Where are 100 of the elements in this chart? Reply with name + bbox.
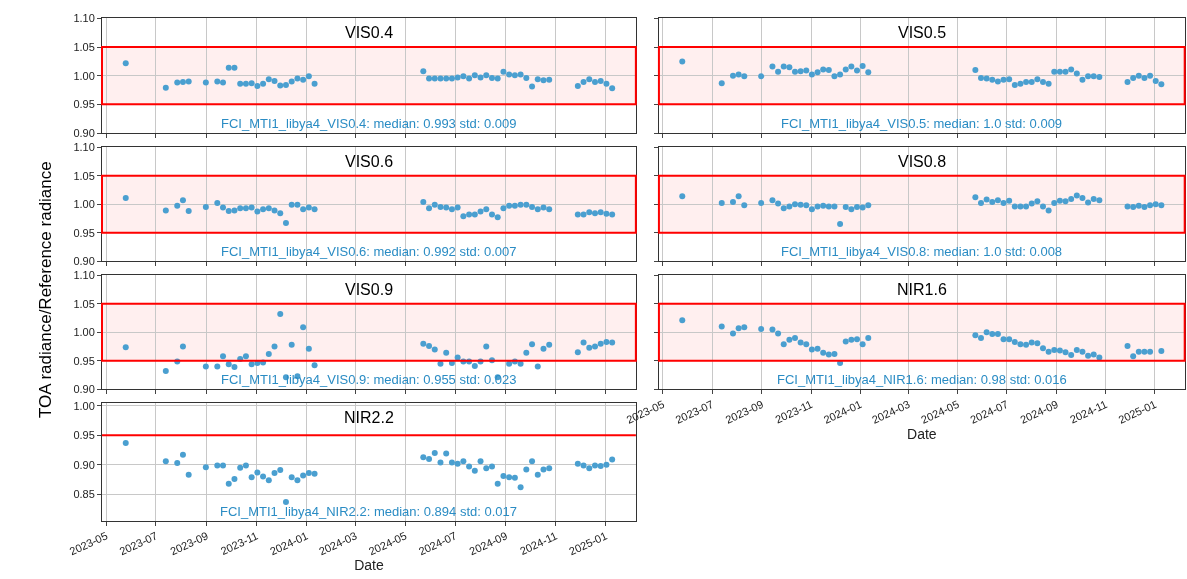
point bbox=[483, 343, 490, 350]
point bbox=[580, 462, 587, 469]
point bbox=[679, 317, 686, 324]
point bbox=[859, 204, 866, 211]
point bbox=[983, 196, 990, 203]
point bbox=[586, 76, 593, 83]
point bbox=[231, 64, 238, 71]
point bbox=[972, 194, 979, 201]
point bbox=[603, 461, 610, 468]
point bbox=[609, 85, 616, 92]
point bbox=[848, 336, 855, 343]
point bbox=[1023, 79, 1030, 86]
point bbox=[311, 362, 318, 369]
point bbox=[454, 204, 461, 211]
point bbox=[454, 74, 461, 81]
point bbox=[500, 205, 507, 212]
point bbox=[1073, 70, 1080, 77]
x-axis-title: Date bbox=[907, 425, 937, 442]
point bbox=[1147, 202, 1154, 209]
chart-title: VIS0.9 bbox=[345, 281, 394, 298]
point bbox=[271, 207, 278, 214]
point bbox=[718, 200, 725, 207]
point bbox=[825, 203, 832, 210]
point bbox=[1141, 348, 1148, 355]
point bbox=[288, 201, 295, 208]
point bbox=[529, 83, 536, 90]
point bbox=[1124, 79, 1131, 86]
point bbox=[443, 349, 450, 356]
point bbox=[1068, 196, 1075, 203]
point bbox=[288, 474, 295, 481]
point bbox=[214, 363, 221, 370]
point bbox=[1034, 198, 1041, 205]
point bbox=[248, 361, 255, 368]
point bbox=[248, 474, 255, 481]
point bbox=[1085, 73, 1092, 80]
point bbox=[511, 202, 518, 209]
point bbox=[122, 344, 129, 351]
point bbox=[580, 79, 587, 86]
point bbox=[609, 456, 616, 463]
point bbox=[494, 214, 501, 221]
point bbox=[574, 83, 581, 90]
point bbox=[185, 471, 192, 478]
point bbox=[471, 211, 478, 218]
point bbox=[431, 346, 438, 353]
point bbox=[1011, 339, 1018, 345]
point bbox=[426, 342, 433, 349]
point bbox=[162, 368, 169, 375]
point bbox=[1006, 197, 1013, 204]
point bbox=[775, 68, 782, 75]
point bbox=[1130, 204, 1137, 211]
point bbox=[1124, 342, 1131, 349]
point bbox=[842, 338, 849, 345]
point bbox=[294, 477, 301, 484]
point bbox=[185, 208, 192, 214]
point bbox=[1023, 203, 1030, 210]
point bbox=[780, 205, 787, 212]
point bbox=[265, 350, 272, 357]
point bbox=[842, 204, 849, 211]
point bbox=[741, 324, 748, 331]
point bbox=[546, 341, 553, 348]
annotation: FCI_MTI1_libya4_VIS0.5: median: 1.0 std: 0.009 bbox=[781, 116, 1063, 131]
point bbox=[471, 467, 478, 474]
point bbox=[1096, 197, 1103, 204]
point bbox=[1073, 192, 1080, 199]
point bbox=[254, 83, 261, 90]
point bbox=[305, 204, 312, 211]
point bbox=[1023, 341, 1030, 348]
point bbox=[546, 465, 553, 472]
point bbox=[305, 73, 312, 80]
point bbox=[460, 213, 467, 220]
point bbox=[174, 202, 181, 209]
point bbox=[420, 340, 427, 347]
point bbox=[1006, 336, 1013, 343]
point bbox=[1085, 199, 1092, 206]
point bbox=[1000, 200, 1007, 207]
y-tick-label: 1.00 bbox=[73, 399, 95, 412]
point bbox=[202, 204, 209, 211]
point bbox=[1152, 201, 1159, 208]
point bbox=[529, 341, 536, 348]
point bbox=[1130, 353, 1137, 360]
point bbox=[420, 454, 427, 461]
point bbox=[989, 76, 996, 83]
point bbox=[854, 336, 860, 343]
point bbox=[294, 201, 301, 208]
point bbox=[679, 193, 686, 200]
point bbox=[741, 202, 748, 209]
point bbox=[1045, 348, 1052, 355]
point bbox=[443, 204, 450, 211]
point bbox=[282, 81, 289, 88]
point bbox=[1068, 66, 1075, 73]
y-tick-label: 0.90 bbox=[73, 255, 95, 267]
point bbox=[294, 75, 301, 82]
point bbox=[179, 197, 186, 204]
point bbox=[718, 80, 725, 87]
point bbox=[454, 460, 461, 467]
point bbox=[466, 75, 473, 82]
point bbox=[540, 204, 547, 211]
point bbox=[820, 202, 827, 209]
point bbox=[780, 63, 787, 70]
point bbox=[305, 470, 312, 477]
